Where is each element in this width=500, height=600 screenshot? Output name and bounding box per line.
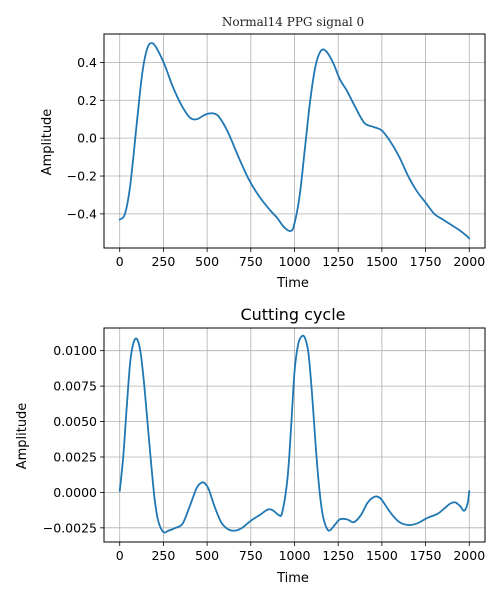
chart-title: Cutting cycle (240, 305, 345, 324)
chart-title: Normal14 PPG signal 0 (222, 15, 364, 29)
y-tick-label: −0.4 (67, 206, 97, 221)
y-axis-ticks: −0.4 −0.2 0.0 0.2 0.4 (67, 55, 104, 221)
x-tick-label: 750 (239, 548, 263, 563)
subplot-ppg-signal: Normal14 PPG signal 0 0 250 500 750 1000 1250… (40, 15, 486, 291)
y-axis-label: Amplitude (15, 403, 30, 470)
x-tick-label: 250 (151, 548, 175, 563)
x-axis-ticks: 0 250 500 750 1000 1250 1500 1750 2000 (116, 248, 485, 269)
x-tick-label: 1500 (366, 254, 398, 269)
y-tick-label: 0.0025 (53, 449, 97, 464)
x-axis-label: Time (276, 276, 309, 291)
y-tick-label: 0.0075 (53, 379, 97, 394)
x-axis-label: Time (276, 571, 309, 586)
y-axis-ticks: −0.0025 0.0000 0.0025 0.0050 0.0075 0.0100 (43, 343, 104, 535)
x-tick-label: 500 (195, 254, 219, 269)
y-tick-label: 0.0050 (53, 414, 97, 429)
x-tick-label: 1750 (410, 548, 442, 563)
x-tick-label: 750 (239, 254, 263, 269)
x-tick-label: 1500 (366, 548, 398, 563)
y-axis-label: Amplitude (40, 109, 55, 176)
y-tick-label: 0.4 (77, 55, 97, 70)
y-tick-label: 0.0 (77, 131, 97, 146)
x-tick-label: 2000 (453, 254, 485, 269)
series-line (118, 334, 471, 534)
grid (104, 328, 485, 542)
x-tick-label: 500 (195, 548, 219, 563)
x-tick-label: 1250 (322, 254, 354, 269)
y-tick-label: 0.2 (77, 93, 97, 108)
x-tick-label: 1750 (410, 254, 442, 269)
x-tick-label: 2000 (453, 548, 485, 563)
x-tick-label: 1000 (279, 548, 311, 563)
x-tick-label: 1000 (279, 254, 311, 269)
x-tick-label: 250 (151, 254, 175, 269)
series-line (118, 42, 471, 240)
x-tick-label: 0 (116, 548, 124, 563)
y-tick-label: 0.0100 (53, 343, 97, 358)
x-axis-ticks: 0 250 500 750 1000 1250 1500 1750 2000 (116, 542, 485, 563)
subplot-cutting-cycle: Cutting cycle 0 250 500 750 1000 1250 1500 1750… (15, 305, 486, 586)
y-tick-label: −0.2 (67, 169, 97, 184)
x-tick-label: 1250 (322, 548, 354, 563)
y-tick-label: −0.0025 (43, 520, 97, 535)
x-tick-label: 0 (116, 254, 124, 269)
grid (104, 34, 485, 248)
y-tick-label: 0.0000 (53, 485, 97, 500)
